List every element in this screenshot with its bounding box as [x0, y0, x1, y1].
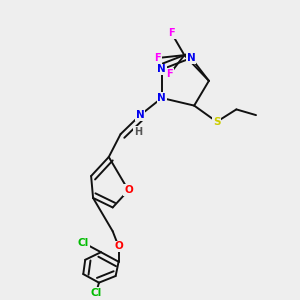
Text: O: O	[114, 242, 123, 251]
Text: Cl: Cl	[90, 288, 102, 298]
Text: H: H	[134, 127, 142, 137]
Text: Cl: Cl	[78, 238, 89, 248]
Text: N: N	[158, 93, 166, 103]
Text: N: N	[136, 110, 145, 120]
Text: N: N	[187, 53, 196, 63]
Text: N: N	[158, 64, 166, 74]
Text: S: S	[213, 117, 220, 127]
Text: F: F	[154, 53, 161, 63]
Text: F: F	[168, 28, 175, 38]
Text: O: O	[124, 185, 133, 195]
Text: F: F	[166, 69, 173, 79]
